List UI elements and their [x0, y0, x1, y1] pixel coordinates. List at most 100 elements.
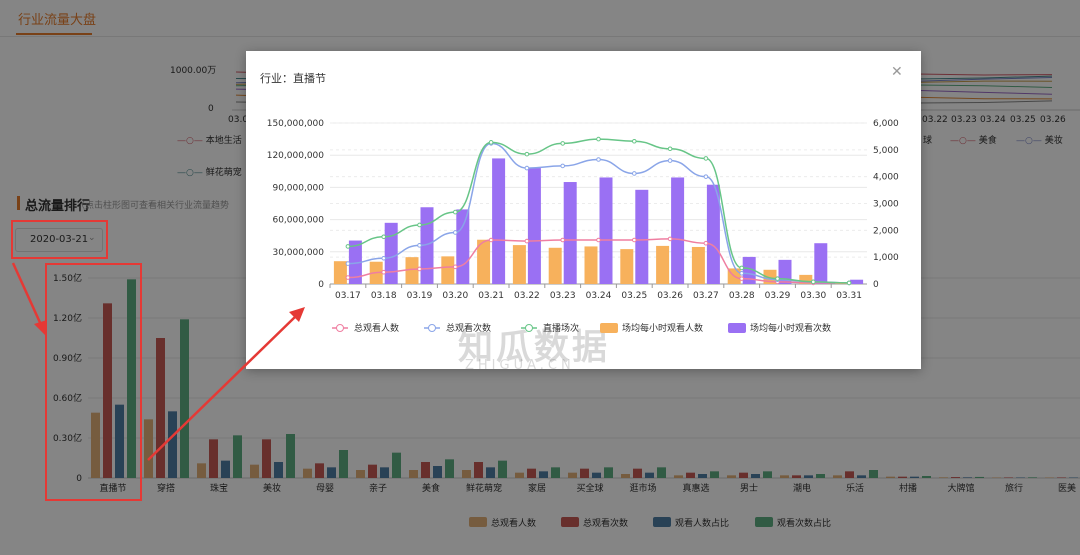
modal-line-point	[596, 157, 601, 162]
modal-line-point	[417, 266, 422, 272]
rank-legend-swatch	[561, 517, 579, 527]
rank-bar	[710, 471, 719, 478]
modal-x-tick: 03.19	[407, 291, 433, 301]
rank-bar	[1069, 477, 1078, 478]
modal-x-tick: 03.17	[335, 291, 361, 301]
modal-bar	[706, 184, 720, 284]
modal-line-point	[560, 237, 566, 243]
modal-bar	[548, 247, 562, 284]
modal-bar	[671, 177, 685, 284]
modal-left-y-tick: 120,000,000	[267, 151, 325, 161]
modal-line-point	[739, 276, 745, 281]
rank-bar	[657, 467, 666, 478]
modal-bar	[799, 274, 813, 284]
legend-marker-icon: —○—	[950, 136, 976, 146]
modal-line-point	[488, 140, 494, 145]
modal-line-point	[739, 270, 745, 276]
modal-legend-label: 场均每小时观看次数	[750, 322, 831, 334]
modal-x-tick: 03.21	[478, 291, 504, 301]
modal-line-point	[703, 156, 709, 161]
rank-bar	[869, 470, 878, 478]
modal-legend-marker	[525, 324, 533, 332]
rank-bar	[857, 475, 866, 478]
modal-left-y-tick: 60,000,000	[272, 216, 324, 226]
modal-bar	[850, 279, 864, 284]
legend-marker-icon: —○—	[177, 168, 203, 178]
rank-bar	[621, 474, 630, 478]
modal-legend-label: 总观看次数	[446, 322, 491, 334]
rank-x-tick: 母婴	[316, 483, 334, 494]
modal-line-point	[453, 264, 458, 270]
top-legend-item[interactable]: —○— 美妆	[1016, 136, 1063, 146]
modal-bar	[691, 246, 705, 284]
modal-right-y-tick: 3,000	[873, 200, 899, 210]
tab-industry-traffic[interactable]: 行业流量大盘	[18, 13, 97, 28]
rank-x-tick: 买全球	[576, 482, 603, 494]
modal-bar	[527, 168, 541, 284]
modal-legend-marker	[336, 324, 344, 332]
rank-bar	[527, 468, 536, 478]
close-icon[interactable]: ✕	[891, 64, 903, 80]
modal-bar	[348, 240, 362, 284]
rank-bar	[1045, 477, 1054, 478]
rank-bar	[792, 475, 801, 478]
modal-x-tick: 03.30	[800, 291, 826, 301]
legend-marker-icon: —○—	[1016, 136, 1042, 146]
top-legend-item[interactable]: 球	[923, 136, 933, 146]
section-accent-bar	[17, 196, 20, 210]
rank-bar	[686, 472, 695, 478]
rank-bar	[1028, 477, 1037, 478]
rank-bar	[303, 468, 312, 478]
rank-bar	[763, 471, 772, 478]
rank-bar	[462, 470, 471, 478]
rank-bar	[910, 476, 919, 478]
modal-x-tick: 03.24	[586, 291, 612, 301]
rank-bar	[339, 450, 348, 478]
rank-bar	[1016, 477, 1025, 478]
rank-bar	[992, 477, 1001, 478]
modal-right-y-tick: 2,000	[873, 226, 899, 236]
top-legend-item[interactable]: —○— 本地生活	[177, 136, 242, 146]
modal-line-point	[632, 138, 637, 144]
rank-bar	[315, 463, 324, 478]
rank-bar	[898, 476, 907, 478]
modal-bar	[477, 239, 491, 284]
modal-bar	[384, 222, 398, 284]
rank-bar	[604, 467, 613, 478]
modal-bar	[635, 189, 649, 284]
top-chart-x-tick: 03.26	[1040, 115, 1066, 125]
top-chart-y-tick: 1000.00万	[170, 66, 217, 76]
top-legend-item[interactable]: —○— 鲜花萌宠	[177, 168, 242, 178]
modal-left-y-tick: 150,000,000	[267, 119, 325, 129]
modal-left-y-tick: 90,000,000	[272, 183, 324, 193]
modal-line-point	[560, 163, 566, 169]
rank-bar	[197, 463, 206, 478]
modal-bar	[512, 245, 526, 284]
rank-bar	[274, 462, 283, 478]
rank-bar	[551, 467, 560, 478]
modal-x-tick: 03.28	[729, 291, 755, 301]
rank-bar	[963, 477, 972, 478]
rank-bar	[645, 472, 654, 478]
top-chart-x-tick: 03.0	[228, 115, 249, 125]
legend-marker-icon: —○—	[177, 136, 203, 146]
rank-x-tick: 潮电	[793, 482, 811, 494]
rank-x-tick: 大牌馆	[947, 482, 974, 494]
rank-bar	[409, 470, 418, 478]
rank-bar	[922, 476, 931, 478]
modal-x-tick: 03.25	[621, 291, 647, 301]
rank-bar	[250, 464, 259, 478]
rank-bar	[845, 471, 854, 478]
modal-line-point	[453, 209, 458, 215]
modal-line-point	[453, 230, 458, 235]
top-legend-item[interactable]: —○— 美食	[950, 136, 997, 146]
modal-line-point	[381, 269, 387, 275]
rank-x-tick: 乐活	[846, 482, 864, 494]
modal-line-point	[417, 243, 422, 248]
rank-bar	[368, 464, 377, 478]
rank-bar	[816, 474, 825, 478]
modal-left-y-tick: 0	[318, 280, 324, 290]
modal-bar	[763, 269, 777, 284]
rank-bar	[780, 475, 789, 478]
